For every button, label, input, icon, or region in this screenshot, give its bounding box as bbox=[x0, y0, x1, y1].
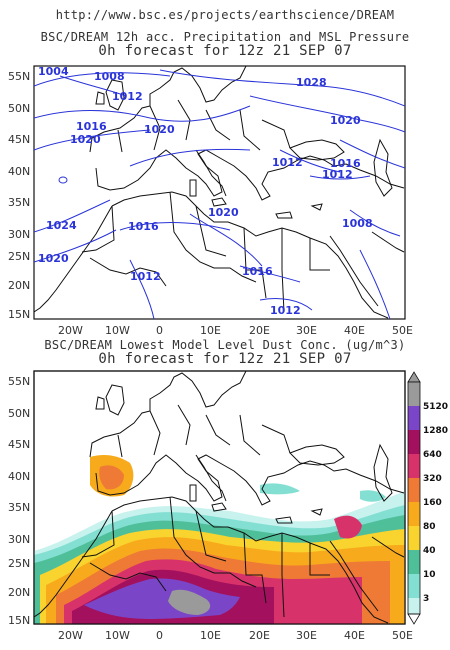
lon-label: 20W bbox=[58, 324, 83, 337]
lat-label: 50N bbox=[8, 407, 30, 420]
isobar-label: 1008 bbox=[94, 70, 125, 83]
lon-label: 40E bbox=[344, 324, 365, 337]
isobar-label: 1020 bbox=[144, 123, 175, 136]
isobar-label: 1016 bbox=[76, 120, 107, 133]
isobar-label: 1028 bbox=[296, 76, 327, 89]
isobar-label: 1004 bbox=[38, 65, 69, 78]
legend-swatch bbox=[408, 574, 420, 598]
lon-label: 0 bbox=[156, 324, 163, 337]
lon-label: 30E bbox=[296, 629, 317, 642]
lat-label: 40N bbox=[8, 470, 30, 483]
legend-swatch bbox=[408, 478, 420, 502]
legend-bottom-arrow bbox=[407, 613, 421, 625]
lat-label: 35N bbox=[8, 196, 30, 209]
legend-swatch bbox=[408, 430, 420, 454]
legend-label: 3 bbox=[423, 594, 429, 604]
legend-label: 80 bbox=[423, 522, 436, 532]
legend-label: 1280 bbox=[423, 426, 448, 436]
lat-label: 25N bbox=[8, 250, 30, 263]
lon-label: 10E bbox=[200, 324, 221, 337]
isobar-label: 1024 bbox=[46, 219, 77, 232]
bottom-map-title: BSC/DREAM Lowest Model Level Dust Conc. … bbox=[44, 338, 406, 352]
lat-label: 30N bbox=[8, 533, 30, 546]
lon-label: 0 bbox=[156, 629, 163, 642]
lat-label: 35N bbox=[8, 501, 30, 514]
isobar-label: 1016 bbox=[330, 157, 361, 170]
isobar-label: 1020 bbox=[208, 206, 239, 219]
lon-label: 30E bbox=[296, 324, 317, 337]
top-lon-axis: 20W 10W 0 10E 20E 30E 40E 50E bbox=[58, 324, 413, 337]
isobar-label: 1012 bbox=[130, 270, 161, 283]
legend-label: 160 bbox=[423, 498, 442, 508]
lat-label: 20N bbox=[8, 586, 30, 599]
top-map-title: BSC/DREAM 12h acc. Precipitation and MSL… bbox=[40, 30, 410, 44]
legend-label: 5120 bbox=[423, 402, 448, 412]
lon-label: 20W bbox=[58, 629, 83, 642]
lon-label: 10W bbox=[105, 629, 130, 642]
legend-swatch bbox=[408, 406, 420, 430]
lon-label: 40E bbox=[344, 629, 365, 642]
lat-label: 55N bbox=[8, 70, 30, 83]
legend-swatch bbox=[408, 502, 420, 526]
isobar-label: 1016 bbox=[242, 265, 273, 278]
lat-label: 50N bbox=[8, 102, 30, 115]
isobar-label: 1020 bbox=[330, 114, 361, 127]
isobar-label: 1008 bbox=[342, 217, 373, 230]
top-map: 1004 1008 1012 1028 1016 1020 1020 1020 … bbox=[8, 65, 413, 337]
bottom-lon-axis: 20W 10W 0 10E 20E 30E 40E 50E bbox=[58, 629, 413, 642]
legend-label: 640 bbox=[423, 450, 442, 460]
legend-label: 10 bbox=[423, 570, 436, 580]
legend-swatch bbox=[408, 526, 420, 550]
isobar-labels: 1004 1008 1012 1028 1016 1020 1020 1020 … bbox=[38, 65, 373, 317]
legend-swatch bbox=[408, 382, 420, 406]
lat-label: 15N bbox=[8, 308, 30, 321]
lon-label: 10W bbox=[105, 324, 130, 337]
isobar-label: 1020 bbox=[38, 252, 69, 265]
lat-label: 55N bbox=[8, 375, 30, 388]
top-map-subtitle: 0h forecast for 12z 21 SEP 07 bbox=[98, 43, 352, 59]
legend-swatch bbox=[408, 454, 420, 478]
lat-label: 45N bbox=[8, 133, 30, 146]
legend-label: 40 bbox=[423, 546, 436, 556]
top-lat-axis: 55N 50N 45N 40N 35N 30N 25N 20N 15N bbox=[8, 70, 30, 321]
lat-label: 20N bbox=[8, 279, 30, 292]
source-url[interactable]: http://www.bsc.es/projects/earthscience/… bbox=[55, 8, 395, 22]
dust-field bbox=[34, 371, 405, 624]
bottom-map: 55N 50N 45N 40N 35N 30N 25N 20N 15N 20W … bbox=[8, 370, 413, 642]
isobar-label: 1020 bbox=[70, 133, 101, 146]
lon-label: 20E bbox=[249, 629, 270, 642]
isobar-label: 1012 bbox=[112, 90, 143, 103]
legend-swatch bbox=[408, 550, 420, 574]
lat-label: 30N bbox=[8, 228, 30, 241]
isobar-label: 1016 bbox=[128, 220, 159, 233]
lat-label: 45N bbox=[8, 438, 30, 451]
isobar-label: 1012 bbox=[270, 304, 301, 317]
lon-label: 20E bbox=[249, 324, 270, 337]
lat-label: 25N bbox=[8, 557, 30, 570]
legend-label: 320 bbox=[423, 474, 442, 484]
legend-top-arrow bbox=[407, 371, 421, 383]
isobar-label: 1012 bbox=[272, 156, 303, 169]
legend-swatch bbox=[408, 598, 420, 614]
lon-label: 50E bbox=[392, 629, 413, 642]
lon-label: 10E bbox=[200, 629, 221, 642]
color-legend: 5120 1280 640 320 160 80 40 10 3 bbox=[407, 371, 448, 625]
lat-label: 40N bbox=[8, 165, 30, 178]
lat-label: 15N bbox=[8, 614, 30, 627]
bottom-lat-axis: 55N 50N 45N 40N 35N 30N 25N 20N 15N bbox=[8, 375, 30, 627]
bottom-map-subtitle: 0h forecast for 12z 21 SEP 07 bbox=[98, 351, 352, 367]
isobar-label: 1012 bbox=[322, 168, 353, 181]
lon-label: 50E bbox=[392, 324, 413, 337]
